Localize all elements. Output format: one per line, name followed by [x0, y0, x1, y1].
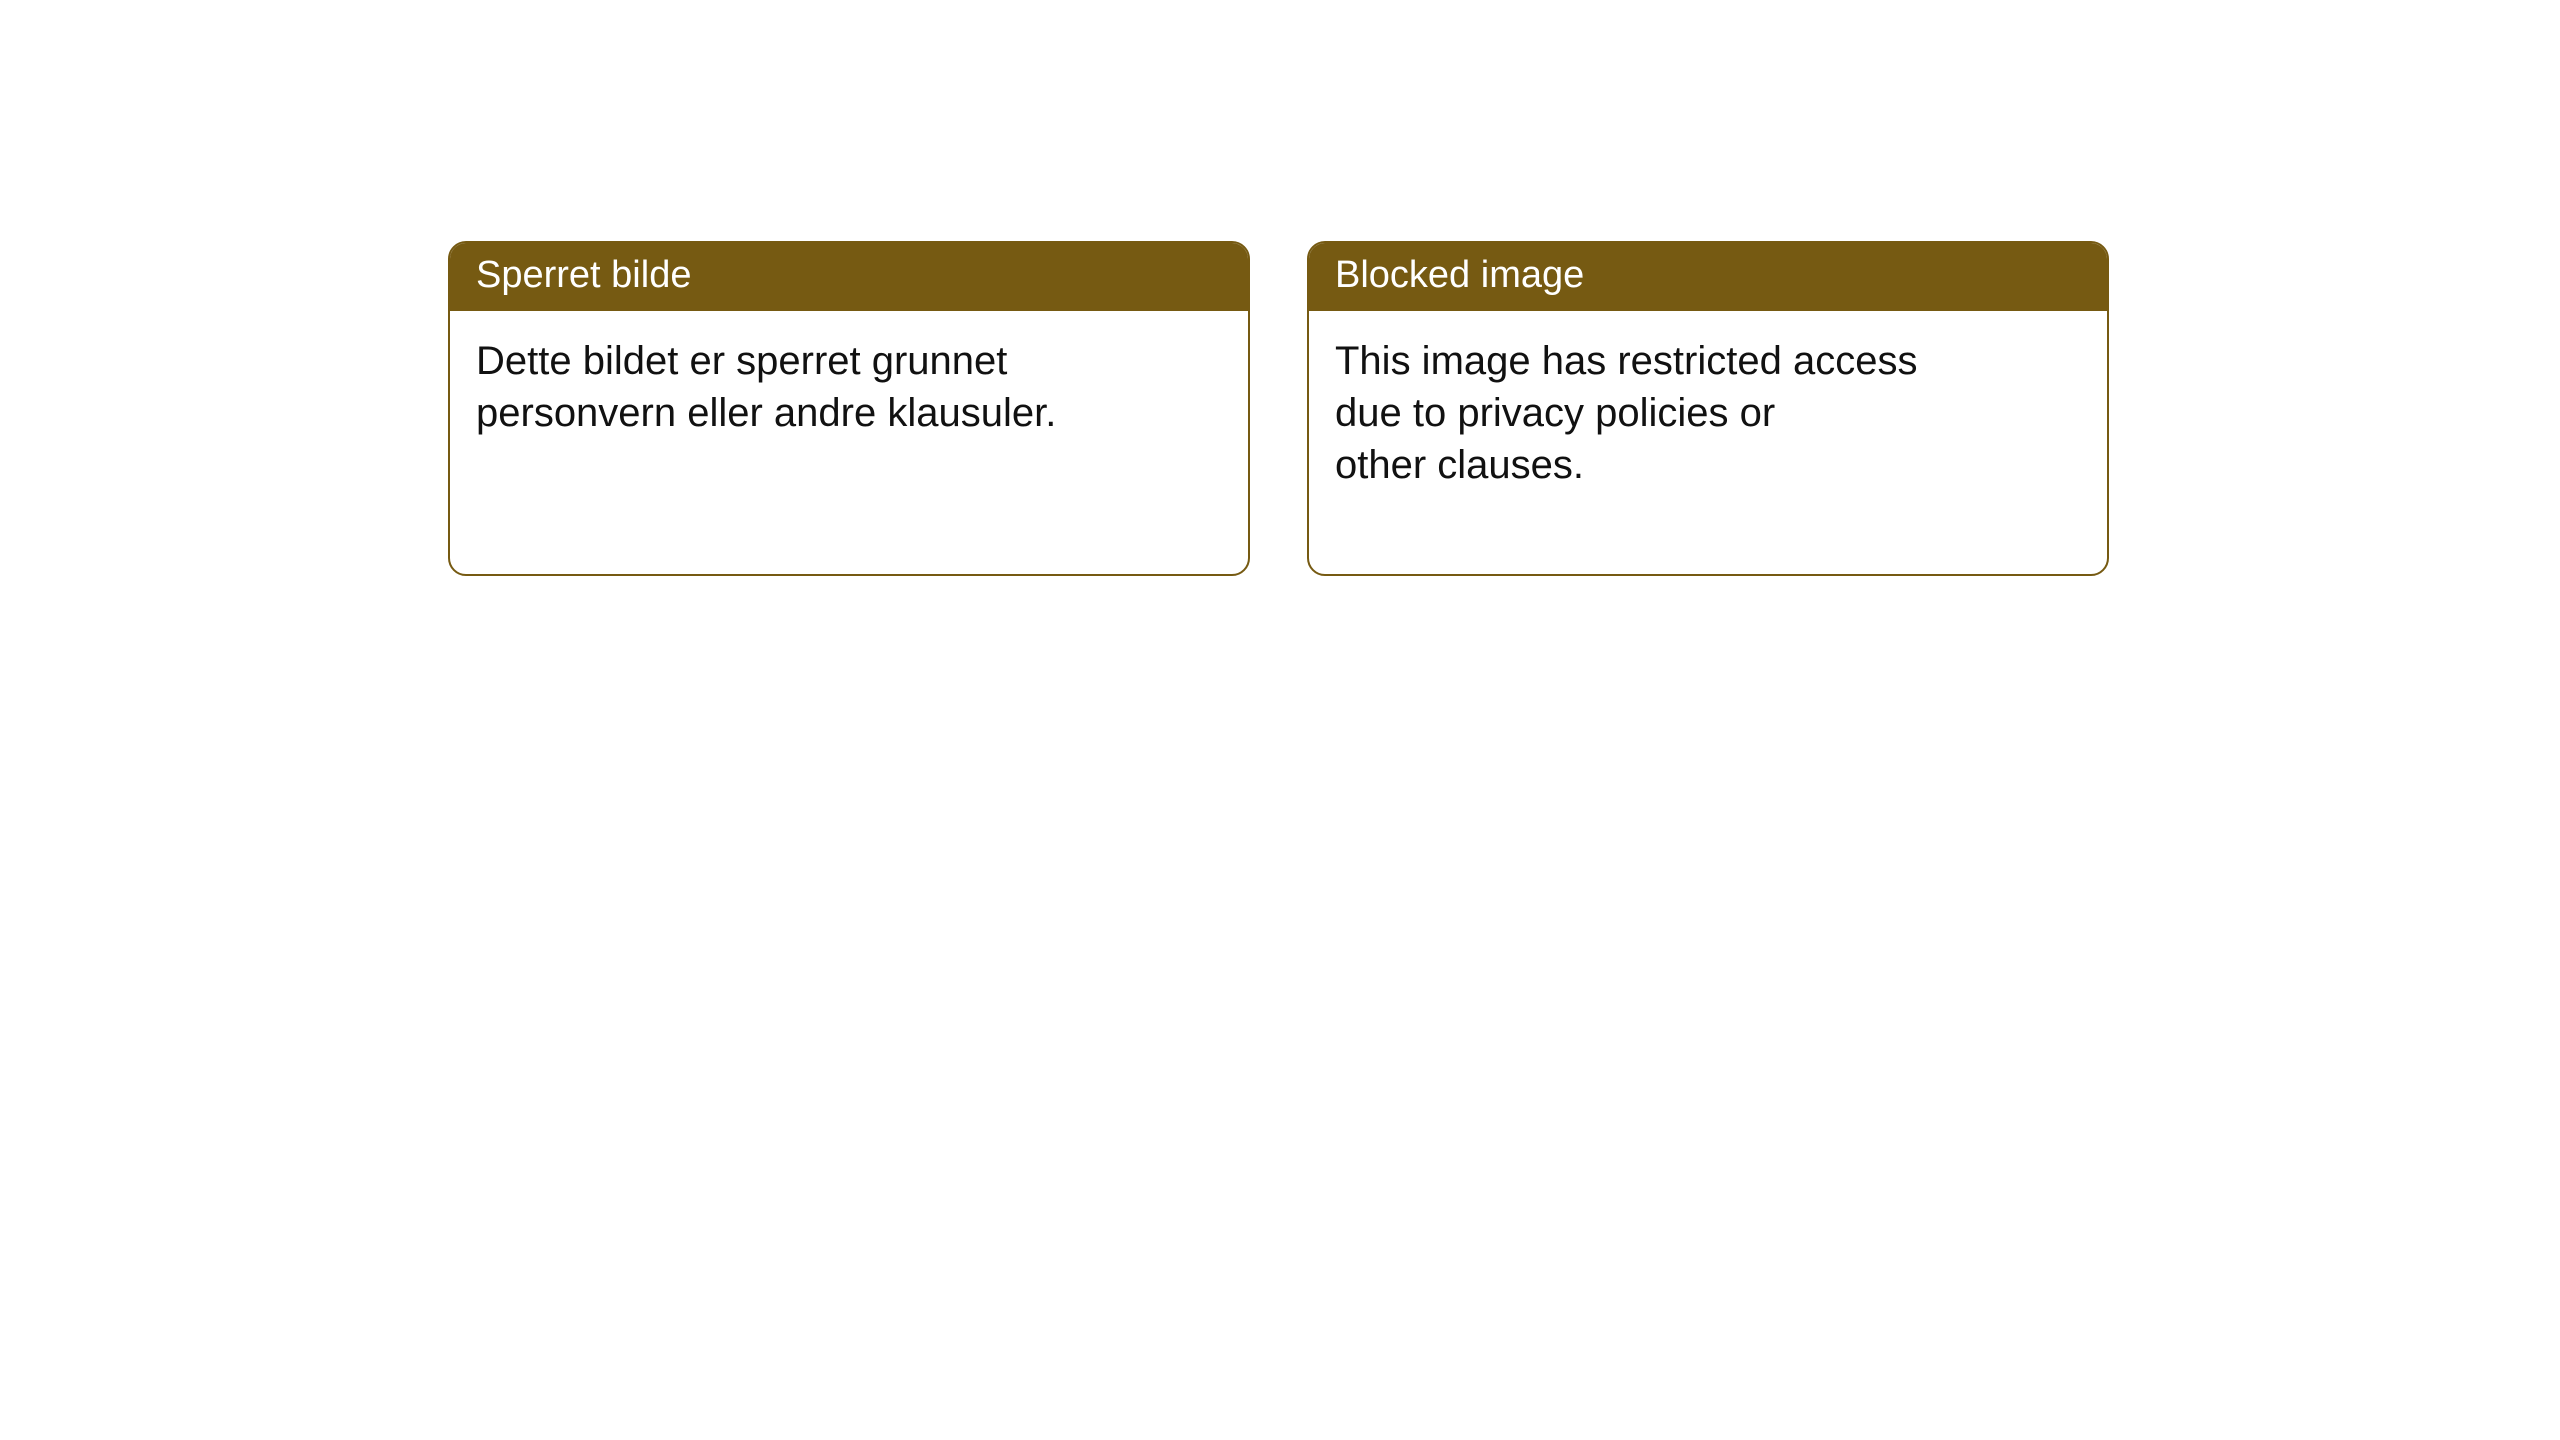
blocked-image-card-en: Blocked image This image has restricted …	[1307, 241, 2109, 576]
card-header-en: Blocked image	[1309, 243, 2107, 311]
canvas: Sperret bilde Dette bildet er sperret gr…	[0, 0, 2560, 1440]
blocked-image-card-no: Sperret bilde Dette bildet er sperret gr…	[448, 241, 1250, 576]
card-title-en: Blocked image	[1335, 254, 1584, 296]
card-body-no: Dette bildet er sperret grunnet personve…	[450, 311, 1248, 465]
card-header-no: Sperret bilde	[450, 243, 1248, 311]
card-title-no: Sperret bilde	[476, 254, 691, 296]
card-body-en: This image has restricted access due to …	[1309, 311, 2107, 517]
